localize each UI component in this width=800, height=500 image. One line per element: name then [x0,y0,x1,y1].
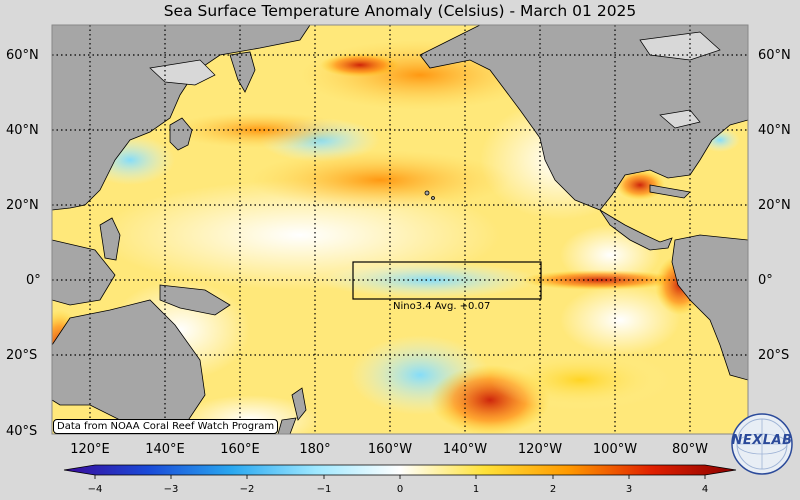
colorbar-tick: 3 [625,484,633,495]
lat-label-right: 60°N [758,48,791,63]
lon-label: 140°E [145,442,185,457]
nino34-label: Nino3.4 Avg. +0.07 [393,301,491,312]
plot-frame [51,24,749,435]
lon-label: 120°E [70,442,110,457]
logo-text: NEXLAB [731,433,793,448]
colorbar-tick: 0 [396,484,404,495]
colorbar-tick: −2 [239,484,255,495]
colorbar-tick: −1 [316,484,332,495]
plot-area [52,25,748,434]
lat-label-right: 0° [758,273,773,288]
nexlab-logo: NEXLAB [731,413,793,475]
ice-areas [149,31,721,129]
lon-label: 120°W [517,442,563,457]
lat-label-left: 20°S [6,348,38,363]
lat-label-left: 20°N [6,198,39,213]
lat-label-left: 60°N [6,48,39,63]
lon-label: 100°W [592,442,638,457]
lon-label: 180° [299,442,331,457]
lat-label-left: 40°N [6,123,39,138]
colorbar-tick: 4 [701,484,709,495]
lon-label: 160°W [367,442,413,457]
lon-label: 80°W [672,442,708,457]
colorbar-tick: −4 [87,484,103,495]
lon-label: 140°W [442,442,488,457]
map-title: Sea Surface Temperature Anomaly (Celsius… [163,2,637,20]
lon-label: 160°E [220,442,260,457]
lat-label-right: 40°N [758,123,791,138]
data-credit: Data from NOAA Coral Reef Watch Program [53,419,279,434]
graticule [52,25,748,434]
colorbar-tick: −3 [163,484,179,495]
nino34-box [352,261,542,300]
lat-label-right: 20°S [758,348,790,363]
lat-label-right: 20°N [758,198,791,213]
land-masses [52,25,748,434]
lat-label-left: 0° [26,273,41,288]
lat-label-left: 40°S [6,424,38,439]
colorbar-tick: 2 [549,484,557,495]
colorbar-tick: 1 [472,484,480,495]
